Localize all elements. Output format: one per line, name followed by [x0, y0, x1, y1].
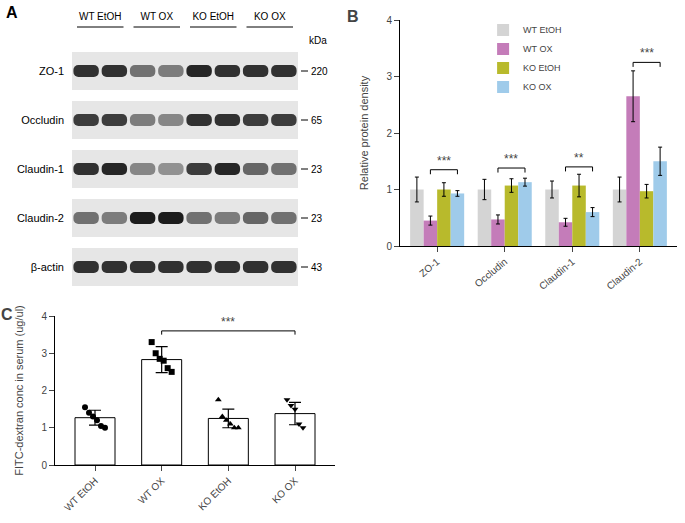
svg-text:KO EtOH: KO EtOH [523, 63, 561, 73]
svg-text:23: 23 [311, 164, 323, 175]
svg-text:β-actin: β-actin [31, 261, 64, 273]
svg-text:KO EtOH: KO EtOH [192, 11, 234, 22]
svg-text:23: 23 [311, 213, 323, 224]
svg-text:Claudin-1: Claudin-1 [17, 163, 64, 175]
svg-text:1: 1 [41, 422, 47, 433]
svg-text:A: A [6, 4, 18, 21]
svg-text:Claudin-2: Claudin-2 [17, 212, 64, 224]
svg-text:3: 3 [386, 71, 392, 82]
svg-text:FITC-dextran conc in serum (ug: FITC-dextran conc in serum (ug/ul) [13, 305, 25, 476]
svg-text:**: ** [574, 151, 584, 165]
svg-text:WT EtOH: WT EtOH [523, 25, 561, 35]
svg-text:WT EtOH: WT EtOH [79, 11, 122, 22]
svg-text:C: C [1, 306, 13, 323]
svg-text:***: *** [504, 152, 518, 166]
svg-text:0: 0 [41, 460, 47, 471]
svg-text:WT OX: WT OX [523, 44, 552, 54]
svg-text:WT OX: WT OX [140, 11, 173, 22]
svg-text:3: 3 [41, 348, 47, 359]
svg-text:WT EtOH: WT EtOH [62, 475, 100, 513]
svg-text:B: B [347, 8, 359, 25]
svg-text:220: 220 [311, 66, 328, 77]
svg-text:Occludin: Occludin [472, 256, 509, 289]
svg-text:Claudin-2: Claudin-2 [604, 256, 644, 292]
svg-text:65: 65 [311, 115, 323, 126]
svg-text:ZO-1: ZO-1 [39, 65, 64, 77]
svg-text:0: 0 [386, 241, 392, 252]
svg-text:43: 43 [311, 262, 323, 273]
svg-text:***: *** [640, 46, 654, 60]
svg-text:4: 4 [41, 311, 47, 322]
svg-text:2: 2 [386, 128, 392, 139]
svg-text:1: 1 [386, 184, 392, 195]
svg-text:Occludin: Occludin [21, 114, 64, 126]
svg-text:KO OX: KO OX [254, 11, 286, 22]
svg-text:***: *** [221, 315, 235, 329]
svg-text:***: *** [437, 154, 451, 168]
svg-text:kDa: kDa [309, 35, 327, 46]
svg-text:Relative protein density: Relative protein density [358, 75, 370, 190]
svg-text:KO OX: KO OX [523, 82, 552, 92]
svg-text:ZO-1: ZO-1 [417, 256, 442, 279]
svg-text:KO EtOH: KO EtOH [196, 475, 233, 512]
svg-text:Claudin-1: Claudin-1 [537, 256, 577, 292]
svg-text:WT OX: WT OX [136, 475, 167, 506]
svg-text:4: 4 [386, 15, 392, 26]
svg-text:KO OX: KO OX [270, 475, 300, 505]
svg-text:2: 2 [41, 385, 47, 396]
